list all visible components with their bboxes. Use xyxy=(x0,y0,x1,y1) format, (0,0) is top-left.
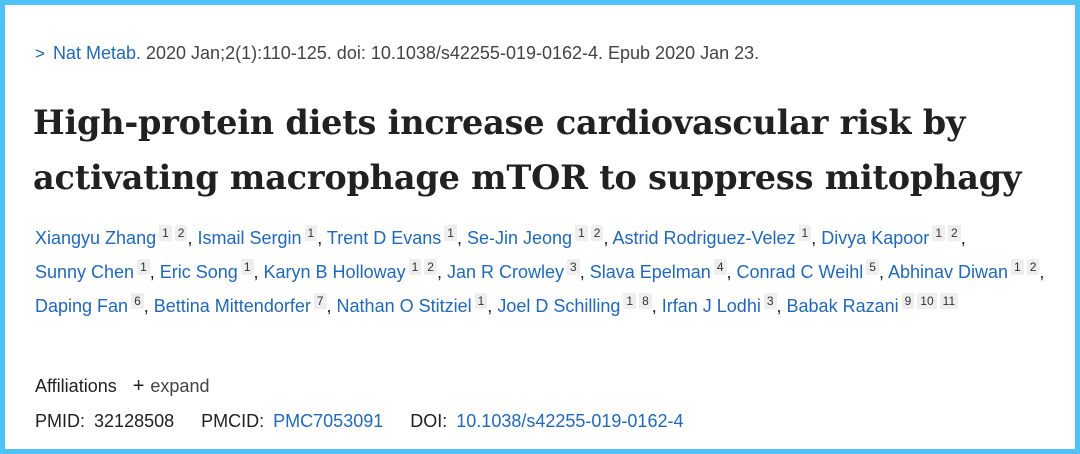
author-name-link[interactable]: Jan R Crowley xyxy=(446,262,565,282)
article-title: High-protein diets increase cardiovascul… xyxy=(33,95,1063,205)
citation-line: > Nat Metab. 2020 Jan;2(1):110-125. doi: … xyxy=(35,43,759,64)
author-list: Xiangyu Zhang 1 2, Ismail Sergin 1, Trent D… xyxy=(35,225,1045,316)
affiliation-number-button[interactable]: 5 xyxy=(866,259,879,275)
author-name-link[interactable]: Bettina Mittendorfer xyxy=(153,296,311,316)
article-title-line-1: High-protein diets increase cardiovascul… xyxy=(33,103,966,142)
affiliation-number-button[interactable]: 2 xyxy=(174,225,188,241)
expand-affiliations-button[interactable]: expand xyxy=(150,376,210,396)
author-name-link[interactable]: Irfan J Lodhi xyxy=(661,296,761,316)
author-name-link[interactable]: Nathan O Stitziel xyxy=(336,296,472,316)
affiliation-number-button[interactable]: 1 xyxy=(408,259,422,275)
affiliation-number-button[interactable]: 1 xyxy=(798,225,812,241)
pmid-label: PMID: xyxy=(35,411,86,431)
plus-icon[interactable]: + xyxy=(132,375,145,397)
affiliation-number-button[interactable]: 6 xyxy=(131,293,144,309)
author-name-link[interactable]: Divya Kapoor xyxy=(821,228,930,248)
author-item: Daping Fan 6 xyxy=(35,293,144,316)
author-name-link[interactable]: Xiangyu Zhang xyxy=(35,228,157,248)
doi-link[interactable]: 10.1038/s42255-019-0162-4 xyxy=(456,411,684,431)
affiliation-number-button[interactable]: 1 xyxy=(932,225,945,241)
author-item: Sunny Chen 1 xyxy=(35,259,150,282)
author-item: Karyn B Holloway 1 2 xyxy=(263,259,437,282)
pmcid-label: PMCID: xyxy=(201,411,265,431)
author-item: Joel D Schilling 1 8 xyxy=(497,293,652,316)
chevron-right-icon[interactable]: > xyxy=(35,44,45,63)
affiliation-number-button[interactable]: 2 xyxy=(424,259,437,275)
affiliation-number-button[interactable]: 1 xyxy=(159,225,172,241)
author-name-link[interactable]: Babak Razani xyxy=(786,296,899,316)
journal-link[interactable]: Nat Metab. xyxy=(52,43,141,63)
pmid-value: 32128508 xyxy=(94,411,175,431)
author-name-link[interactable]: Slava Epelman xyxy=(589,262,711,282)
affiliation-number-button[interactable]: 1 xyxy=(1011,259,1024,275)
doi-label: DOI: xyxy=(410,411,448,431)
affiliation-number-button[interactable]: 1 xyxy=(623,293,637,309)
author-item: Abhinav Diwan 1 2 xyxy=(887,259,1040,282)
author-name-link[interactable]: Astrid Rodriguez-Velez xyxy=(612,228,796,248)
affiliation-number-button[interactable]: 3 xyxy=(763,293,777,309)
affiliation-number-button[interactable]: 2 xyxy=(590,225,604,241)
author-item: Eric Song 1 xyxy=(159,259,254,282)
affiliation-number-button[interactable]: 2 xyxy=(948,225,961,241)
author-name-link[interactable]: Se-Jin Jeong xyxy=(466,228,573,248)
author-item: Ismail Sergin 1 xyxy=(197,225,318,248)
citation-details: 2020 Jan;2(1):110-125. doi: 10.1038/s422… xyxy=(146,43,760,63)
author-item: Trent D Evans 1 xyxy=(326,225,457,248)
author-item: Se-Jin Jeong 1 2 xyxy=(466,225,604,248)
affiliation-number-button[interactable]: 8 xyxy=(639,293,652,309)
author-name-link[interactable]: Karyn B Holloway xyxy=(263,262,406,282)
author-item: Astrid Rodriguez-Velez 1 xyxy=(612,225,812,248)
author-name-link[interactable]: Eric Song xyxy=(159,262,238,282)
affiliation-number-button[interactable]: 1 xyxy=(444,225,457,241)
affiliation-number-button[interactable]: 2 xyxy=(1026,259,1040,275)
author-name-link[interactable]: Sunny Chen xyxy=(35,262,135,282)
affiliation-number-button[interactable]: 11 xyxy=(939,293,959,309)
author-item: Bettina Mittendorfer 7 xyxy=(153,293,327,316)
pmcid-link[interactable]: PMC7053091 xyxy=(273,411,384,431)
author-item: Babak Razani 9 10 11 xyxy=(786,293,959,316)
author-name-link[interactable]: Ismail Sergin xyxy=(197,228,302,248)
author-item: Jan R Crowley 3 xyxy=(446,259,580,282)
affiliation-number-button[interactable]: 1 xyxy=(240,259,254,275)
author-name-link[interactable]: Joel D Schilling xyxy=(497,296,621,316)
affiliation-number-button[interactable]: 1 xyxy=(474,293,488,309)
affiliation-number-button[interactable]: 10 xyxy=(917,293,937,309)
author-item: Divya Kapoor 1 2 xyxy=(821,225,961,248)
affiliation-number-button[interactable]: 1 xyxy=(304,225,318,241)
affiliation-number-button[interactable]: 3 xyxy=(567,259,580,275)
author-name-link[interactable]: Conrad C Weihl xyxy=(736,262,864,282)
affiliation-number-button[interactable]: 7 xyxy=(313,293,327,309)
article-title-line-2: activating macrophage mTOR to suppress m… xyxy=(33,158,1022,197)
affiliation-number-button[interactable]: 4 xyxy=(713,259,727,275)
identifiers-row: PMID: 32128508 PMCID: PMC7053091 DOI: 10… xyxy=(35,411,683,432)
affiliation-number-button[interactable]: 1 xyxy=(137,259,150,275)
author-name-link[interactable]: Trent D Evans xyxy=(326,228,442,248)
author-item: Nathan O Stitziel 1 xyxy=(336,293,488,316)
affiliations-row: Affiliations + expand xyxy=(35,375,209,398)
author-name-link[interactable]: Abhinav Diwan xyxy=(887,262,1009,282)
author-item: Slava Epelman 4 xyxy=(589,259,727,282)
author-item: Conrad C Weihl 5 xyxy=(736,259,879,282)
affiliation-number-button[interactable]: 9 xyxy=(901,293,915,309)
affiliations-label: Affiliations xyxy=(35,376,117,396)
author-item: Irfan J Lodhi 3 xyxy=(661,293,777,316)
affiliation-number-button[interactable]: 1 xyxy=(575,225,588,241)
author-name-link[interactable]: Daping Fan xyxy=(35,296,129,316)
author-item: Xiangyu Zhang 1 2 xyxy=(35,225,188,248)
